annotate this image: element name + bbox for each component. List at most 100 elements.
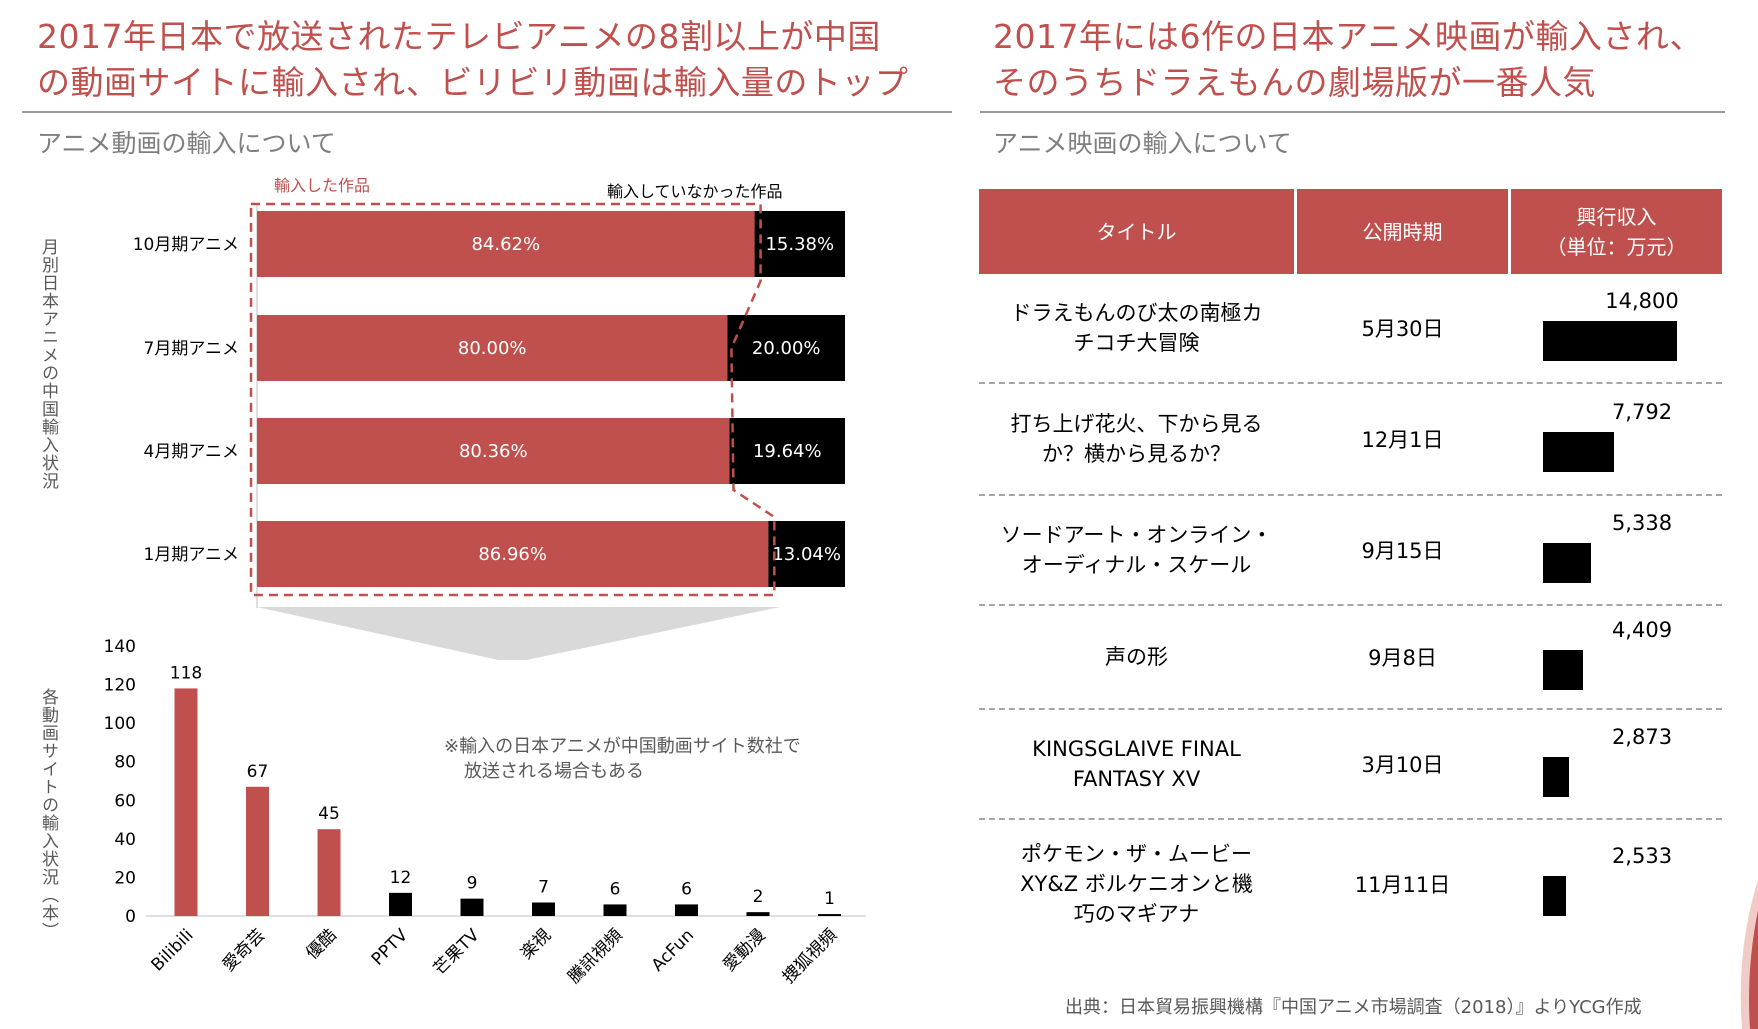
header-date: 公開時期: [1297, 189, 1508, 274]
bar-imported: [257, 521, 769, 587]
ytick-label: 20: [114, 868, 136, 888]
revenue-value: 14,800: [1605, 289, 1679, 313]
movie-title: ドラえもんのび太の南極カ チコチ大冒険: [1010, 301, 1263, 355]
top-chart-axis-label: 月別日本アニメの中国輸入状況: [38, 238, 58, 490]
label-imported: 80.36%: [459, 441, 528, 462]
site-value-label: 6: [681, 879, 692, 899]
bar-not-imported: [754, 211, 845, 277]
import-note: ※輸入の日本アニメが中国動画サイト数社で 放送される場合もある: [444, 734, 801, 784]
corner-decoration: [1740, 880, 1758, 1029]
ytick-label: 0: [125, 907, 136, 927]
ytick-label: 120: [104, 676, 136, 696]
site-category-label: AcFun: [648, 925, 698, 975]
right-title-line2: そのうちドラえもんの劇場版が一番人気: [993, 63, 1596, 102]
site-category-label: PPTV: [368, 925, 412, 969]
site-bar: [603, 904, 627, 916]
left-title-line2: の動画サイトに輸入され、ビリビリ動画は輸入量のトップ: [37, 63, 909, 102]
bar-not-imported: [768, 521, 845, 587]
table-row: ソードアート・オンライン・ オーディナル・スケール 9月15日 5,338: [979, 496, 1722, 606]
release-date: 12月1日: [1361, 428, 1444, 452]
site-bar: [246, 786, 269, 916]
table-header: タイトル 公開時期 興行収入 （単位：万元）: [979, 189, 1722, 274]
right-subtitle: アニメ映画の輸入について: [993, 129, 1292, 158]
legend-imported: 輸入した作品: [274, 176, 370, 195]
site-category-label: 騰訊視頻: [564, 925, 626, 987]
bar-imported: [257, 211, 755, 277]
label-imported: 80.00%: [458, 338, 527, 359]
label-not-imported: 19.64%: [753, 441, 822, 462]
monthly-import-chart: 輸入した作品 輸入していなかった作品 84.62% 15.38% 10月期アニメ 80…: [133, 176, 845, 660]
release-date: 9月8日: [1368, 646, 1437, 670]
site-category-label: 優酷: [302, 925, 340, 963]
ytick-label: 100: [104, 714, 136, 734]
revenue-bar: [1543, 321, 1677, 361]
header-revenue-line2: （単位：万元）: [1546, 234, 1687, 259]
site-category-label: 愛動漫: [719, 925, 769, 975]
label-not-imported: 20.00%: [752, 338, 821, 359]
label-imported: 84.62%: [471, 234, 540, 255]
site-value-label: 9: [467, 874, 478, 894]
import-note-line1: ※輸入の日本アニメが中国動画サイト数社で: [444, 736, 801, 757]
label-not-imported: 15.38%: [765, 234, 834, 255]
site-bar: [389, 892, 412, 916]
release-date: 5月30日: [1361, 317, 1444, 341]
movie-title: 声の形: [1105, 645, 1168, 669]
movie-title: ポケモン・ザ・ムービー XY&Z ボルケニオンと機 巧のマギアナ: [1020, 842, 1253, 926]
release-date: 11月11日: [1354, 873, 1451, 897]
source-note: 出典：日本貿易振興機構『中国アニメ市場調査（2018）』よりYCG作成: [1065, 997, 1642, 1018]
category-label: 10月期アニメ: [133, 235, 239, 255]
site-bar: [460, 898, 484, 916]
revenue-value: 4,409: [1611, 618, 1673, 642]
ytick-label: 140: [104, 637, 136, 657]
right-title: 2017年には6作の日本アニメ映画が輸入され、 そのうちドラえもんの劇場版が一番…: [993, 14, 1703, 106]
header-title: タイトル: [979, 189, 1294, 274]
bar-imported: [257, 418, 730, 484]
table-row: 声の形 9月8日 4,409: [979, 606, 1722, 710]
bar-not-imported: [729, 418, 845, 484]
site-value-label: 45: [318, 804, 340, 824]
left-title-line1: 2017年日本で放送されたテレビアニメの8割以上が中国: [37, 17, 881, 56]
ytick-label: 40: [114, 830, 136, 850]
revenue-value: 2,873: [1611, 725, 1673, 749]
site-category-label: 楽視: [517, 925, 555, 963]
revenue-bar: [1543, 650, 1583, 690]
revenue-bar: [1543, 543, 1592, 583]
category-label: 4月期アニメ: [144, 442, 239, 462]
table-row: 打ち上げ花火、下から見る か？横から見るか？ 12月1日 7,792: [979, 384, 1722, 496]
label-imported: 86.96%: [478, 544, 547, 565]
movie-title: 打ち上げ花火、下から見る か？横から見るか？: [1010, 412, 1263, 466]
right-title-line1: 2017年には6作の日本アニメ映画が輸入され、: [993, 17, 1704, 56]
bar-not-imported: [727, 315, 845, 381]
site-category-label: Bilibili: [147, 925, 197, 975]
site-value-label: 1: [824, 889, 835, 909]
site-bar: [174, 688, 198, 916]
ytick-label: 60: [114, 791, 136, 811]
import-note-line2: 放送される場合もある: [464, 761, 644, 782]
movie-title: KINGSGLAIVE FINAL FANTASY XV: [1032, 737, 1241, 791]
left-subtitle: アニメ動画の輸入について: [37, 129, 336, 158]
table-row: ポケモン・ザ・ムービー XY&Z ボルケニオンと機 巧のマギアナ 11月11日 2,…: [979, 820, 1722, 948]
label-not-imported: 13.04%: [772, 544, 841, 565]
site-bar: [675, 904, 698, 916]
site-value-label: 12: [390, 868, 412, 888]
revenue-bar: [1543, 876, 1566, 916]
release-date: 3月10日: [1361, 753, 1444, 777]
movie-title: ソードアート・オンライン・ オーディナル・スケール: [1000, 523, 1273, 577]
bar-imported: [257, 315, 728, 381]
site-category-label: 捜狐視頻: [779, 925, 841, 987]
header-revenue: 興行収入 （単位：万元）: [1511, 189, 1722, 274]
site-bar: [746, 912, 770, 916]
right-divider: [980, 111, 1725, 113]
table-row: KINGSGLAIVE FINAL FANTASY XV 3月10日 2,873: [979, 710, 1722, 820]
site-value-label: 6: [610, 879, 621, 899]
header-revenue-line1: 興行収入: [1576, 204, 1657, 229]
site-value-label: 67: [247, 762, 269, 782]
table-row: ドラえもんのび太の南極カ チコチ大冒険 5月30日 14,800: [979, 274, 1722, 384]
funnel-connector: [257, 607, 780, 660]
release-date: 9月15日: [1361, 539, 1444, 563]
ytick-label: 80: [114, 753, 136, 773]
site-bar: [532, 902, 555, 916]
category-label: 7月期アニメ: [144, 339, 239, 359]
site-value-label: 7: [538, 878, 549, 898]
